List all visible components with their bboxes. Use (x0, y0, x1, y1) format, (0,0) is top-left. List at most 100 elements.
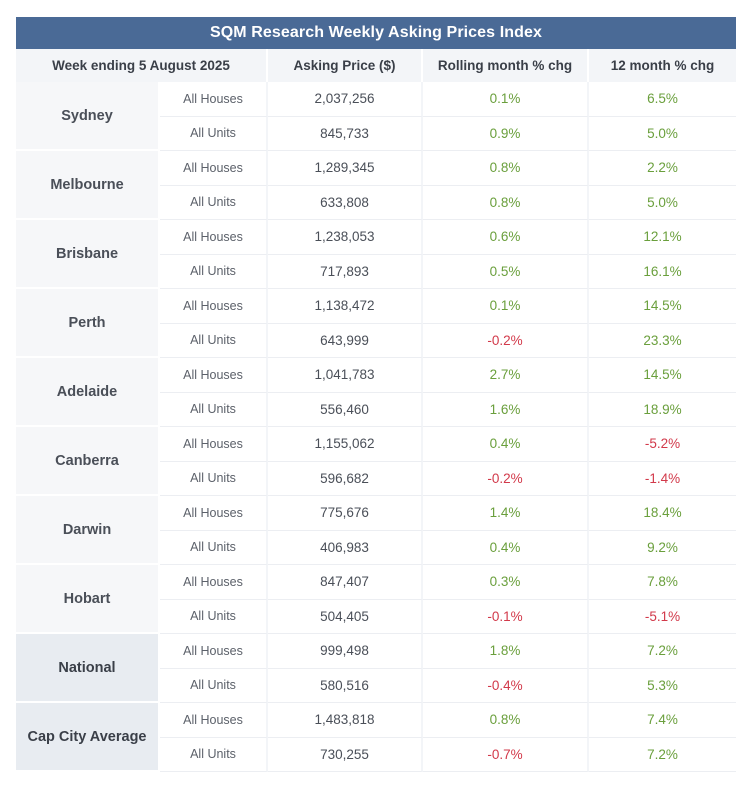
rolling-month-change: -0.4% (423, 668, 589, 703)
asking-price: 1,289,345 (268, 151, 423, 186)
annual-change: -5.1% (589, 599, 736, 634)
price-index-table: Week ending 5 August 2025 Asking Price (… (16, 49, 736, 772)
table-row: All Units 845,733 0.9% 5.0% (16, 116, 736, 151)
city-name: Perth (16, 289, 160, 358)
rolling-month-change: 1.8% (423, 634, 589, 669)
annual-change: -5.2% (589, 427, 736, 462)
property-type: All Houses (160, 358, 268, 393)
property-type: All Units (160, 737, 268, 772)
rolling-month-change: 0.4% (423, 530, 589, 565)
table-row: All Units 643,999 -0.2% 23.3% (16, 323, 736, 358)
annual-change: 23.3% (589, 323, 736, 358)
table-row: All Units 504,405 -0.1% -5.1% (16, 599, 736, 634)
rolling-month-change: -0.1% (423, 599, 589, 634)
rolling-month-change: 1.6% (423, 392, 589, 427)
property-type: All Houses (160, 82, 268, 117)
annual-change: 18.4% (589, 496, 736, 531)
property-type: All Units (160, 185, 268, 220)
property-type: All Houses (160, 496, 268, 531)
rolling-month-change: 0.6% (423, 220, 589, 255)
rolling-month-change: 0.1% (423, 82, 589, 117)
annual-change: 7.2% (589, 737, 736, 772)
property-type: All Units (160, 254, 268, 289)
table-row: Sydney All Houses 2,037,256 0.1% 6.5% (16, 82, 736, 151)
asking-price: 999,498 (268, 634, 423, 669)
asking-price: 406,983 (268, 530, 423, 565)
asking-price: 504,405 (268, 599, 423, 634)
rolling-month-change: -0.2% (423, 461, 589, 496)
rolling-month-change: 0.3% (423, 565, 589, 600)
property-type: All Houses (160, 151, 268, 186)
asking-price: 1,155,062 (268, 427, 423, 462)
table-row: Adelaide All Houses 1,041,783 2.7% 14.5% (16, 358, 736, 427)
annual-change: 7.8% (589, 565, 736, 600)
asking-price: 847,407 (268, 565, 423, 600)
table-row: Melbourne All Houses 1,289,345 0.8% 2.2% (16, 151, 736, 220)
rolling-month-change: 0.4% (423, 427, 589, 462)
header-12-month: 12 month % chg (589, 49, 736, 82)
rolling-month-change: 1.4% (423, 496, 589, 531)
property-type: All Units (160, 461, 268, 496)
annual-change: 5.3% (589, 668, 736, 703)
city-name: Brisbane (16, 220, 160, 289)
asking-price: 1,041,783 (268, 358, 423, 393)
header-asking-price: Asking Price ($) (268, 49, 423, 82)
property-type: All Houses (160, 634, 268, 669)
annual-change: 14.5% (589, 289, 736, 324)
rolling-month-change: 0.8% (423, 703, 589, 738)
asking-price: 556,460 (268, 392, 423, 427)
annual-change: -1.4% (589, 461, 736, 496)
table-row: Hobart All Houses 847,407 0.3% 7.8% (16, 565, 736, 634)
property-type: All Houses (160, 220, 268, 255)
property-type: All Units (160, 599, 268, 634)
table-row: Darwin All Houses 775,676 1.4% 18.4% (16, 496, 736, 565)
asking-price: 596,682 (268, 461, 423, 496)
city-name: Cap City Average (16, 703, 160, 772)
table-row: All Units 717,893 0.5% 16.1% (16, 254, 736, 289)
annual-change: 5.0% (589, 185, 736, 220)
property-type: All Houses (160, 427, 268, 462)
rolling-month-change: 0.9% (423, 116, 589, 151)
annual-change: 2.2% (589, 151, 736, 186)
city-name: Canberra (16, 427, 160, 496)
table-row: Brisbane All Houses 1,238,053 0.6% 12.1% (16, 220, 736, 289)
asking-price: 633,808 (268, 185, 423, 220)
asking-price: 1,483,818 (268, 703, 423, 738)
property-type: All Units (160, 116, 268, 151)
city-name: Darwin (16, 496, 160, 565)
annual-change: 18.9% (589, 392, 736, 427)
table-body: Sydney All Houses 2,037,256 0.1% 6.5% All Uni… (16, 82, 736, 772)
table-row: All Units 406,983 0.4% 9.2% (16, 530, 736, 565)
rolling-month-change: -0.2% (423, 323, 589, 358)
rolling-month-change: 2.7% (423, 358, 589, 393)
rolling-month-change: 0.5% (423, 254, 589, 289)
property-type: All Units (160, 668, 268, 703)
annual-change: 7.2% (589, 634, 736, 669)
annual-change: 14.5% (589, 358, 736, 393)
property-type: All Units (160, 323, 268, 358)
annual-change: 7.4% (589, 703, 736, 738)
asking-price: 643,999 (268, 323, 423, 358)
asking-price: 730,255 (268, 737, 423, 772)
property-type: All Houses (160, 703, 268, 738)
asking-price: 1,238,053 (268, 220, 423, 255)
rolling-month-change: 0.1% (423, 289, 589, 324)
annual-change: 9.2% (589, 530, 736, 565)
table-row: Cap City Average All Houses 1,483,818 0.8% 7… (16, 703, 736, 772)
property-type: All Units (160, 392, 268, 427)
asking-price: 2,037,256 (268, 82, 423, 117)
rolling-month-change: 0.8% (423, 185, 589, 220)
table-row: All Units 730,255 -0.7% 7.2% (16, 737, 736, 772)
table-row: National All Houses 999,498 1.8% 7.2% (16, 634, 736, 703)
table-row: All Units 596,682 -0.2% -1.4% (16, 461, 736, 496)
annual-change: 5.0% (589, 116, 736, 151)
property-type: All Houses (160, 289, 268, 324)
table-title: SQM Research Weekly Asking Prices Index (16, 17, 736, 49)
city-name: Hobart (16, 565, 160, 634)
table-row: All Units 556,460 1.6% 18.9% (16, 392, 736, 427)
property-type: All Units (160, 530, 268, 565)
asking-price: 1,138,472 (268, 289, 423, 324)
city-name: Sydney (16, 82, 160, 151)
rolling-month-change: -0.7% (423, 737, 589, 772)
asking-price: 580,516 (268, 668, 423, 703)
